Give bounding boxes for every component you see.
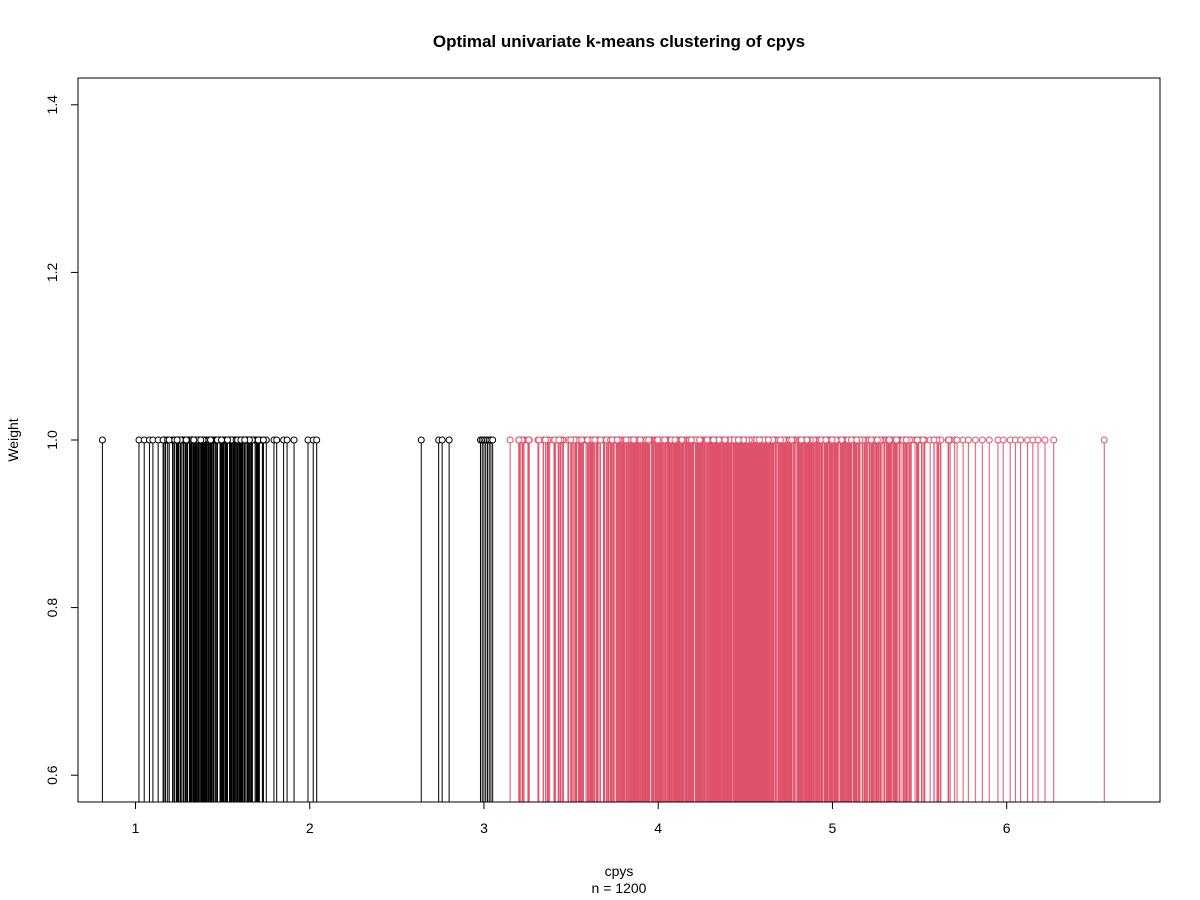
x-axis: 1 2 3 4 5 6 xyxy=(132,802,1011,836)
y-axis: 0.6 0.8 1.0 1.2 1.4 xyxy=(44,95,78,785)
point-c2-947 xyxy=(622,436,630,444)
point-c2-759 xyxy=(578,436,586,444)
point-c2-468 xyxy=(525,436,533,444)
point-c1-8 xyxy=(283,436,291,444)
x-tick-label-4: 4 xyxy=(654,820,662,836)
point-c2-994 xyxy=(710,436,718,444)
point-c2-884 xyxy=(645,436,653,444)
point-c2-7 xyxy=(978,436,986,444)
point-c2-950 xyxy=(867,436,875,444)
point-c2-10 xyxy=(999,436,1007,444)
point-c1-24 xyxy=(489,436,497,444)
point-c1-199 xyxy=(207,436,215,444)
y-tick-label-1.2: 1.2 xyxy=(44,262,60,282)
point-c1-16 xyxy=(445,436,453,444)
point-c2-984 xyxy=(591,436,599,444)
point-c2-18 xyxy=(1050,436,1058,444)
point-c2-965 xyxy=(892,436,900,444)
sample-size-label: n = 1200 xyxy=(592,880,647,896)
point-c1-175 xyxy=(273,436,281,444)
point-c2-910 xyxy=(567,436,575,444)
point-c2-933 xyxy=(945,436,953,444)
point-c1-15 xyxy=(438,436,446,444)
point-c2-986 xyxy=(696,436,704,444)
point-c1-191 xyxy=(218,436,226,444)
point-c2-958 xyxy=(885,436,893,444)
point-c2-775 xyxy=(535,436,543,444)
point-c2-19 xyxy=(1100,436,1108,444)
point-c2-990 xyxy=(734,436,742,444)
point-c2-968 xyxy=(776,436,784,444)
point-c1-204 xyxy=(190,436,198,444)
point-c2-975 xyxy=(755,436,763,444)
point-c1-201 xyxy=(197,436,205,444)
y-tick-label-1.4: 1.4 xyxy=(44,95,60,115)
point-c2-992 xyxy=(822,436,830,444)
point-c2-970 xyxy=(764,436,772,444)
x-tick-label-2: 2 xyxy=(306,820,314,836)
point-c1-13 xyxy=(417,436,425,444)
point-c2-993 xyxy=(797,436,805,444)
point-c2-982 xyxy=(930,436,938,444)
point-c1-197 xyxy=(182,436,190,444)
point-c2-989 xyxy=(671,436,679,444)
point-c2-977 xyxy=(828,436,836,444)
point-c2-943 xyxy=(613,436,621,444)
y-tick-label-1: 1.0 xyxy=(44,430,60,450)
x-tick-label-1: 1 xyxy=(132,820,140,836)
point-c2-976 xyxy=(687,436,695,444)
y-axis-label: Weight xyxy=(5,418,21,461)
point-c2-16 xyxy=(1034,436,1042,444)
point-c2-569 xyxy=(953,436,961,444)
point-c2-985 xyxy=(853,436,861,444)
point-c2-899 xyxy=(913,436,921,444)
y-tick-label-0.8: 0.8 xyxy=(44,598,60,618)
point-c2-5 xyxy=(964,436,972,444)
point-c1-9 xyxy=(290,436,298,444)
point-c1-202 xyxy=(224,436,232,444)
stems xyxy=(101,440,1105,802)
point-c2-991 xyxy=(902,436,910,444)
point-c2-909 xyxy=(555,436,563,444)
point-c2-983 xyxy=(636,436,644,444)
x-tick-label-6: 6 xyxy=(1003,820,1011,836)
point-c2-944 xyxy=(630,436,638,444)
point-c2-642 xyxy=(919,436,927,444)
point-c2-937 xyxy=(654,436,662,444)
point-c1-196 xyxy=(259,436,267,444)
point-c1-184 xyxy=(173,436,181,444)
point-c2-8 xyxy=(985,436,993,444)
x-tick-label-5: 5 xyxy=(829,820,837,836)
y-tick-label-0.6: 0.6 xyxy=(44,765,60,785)
point-c2-13 xyxy=(1017,436,1025,444)
point-c2-835 xyxy=(596,436,604,444)
point-c2-972 xyxy=(515,436,523,444)
point-c2-17 xyxy=(1041,436,1049,444)
point-c2-0 xyxy=(506,436,514,444)
points xyxy=(98,436,1108,444)
point-c2-961 xyxy=(703,436,711,444)
x-tick-label-3: 3 xyxy=(480,820,488,836)
point-c2-979 xyxy=(873,436,881,444)
point-c2-6 xyxy=(971,436,979,444)
point-c2-939 xyxy=(661,436,669,444)
point-c2-934 xyxy=(721,436,729,444)
point-c2-847 xyxy=(541,436,549,444)
point-c1-12 xyxy=(313,436,321,444)
point-c2-969 xyxy=(788,436,796,444)
point-c1-203 xyxy=(241,436,249,444)
point-c2-978 xyxy=(678,436,686,444)
chart-title: Optimal univariate k-means clustering of… xyxy=(433,32,805,51)
point-c1-0 xyxy=(98,436,106,444)
x-axis-label: cpys xyxy=(605,863,634,879)
